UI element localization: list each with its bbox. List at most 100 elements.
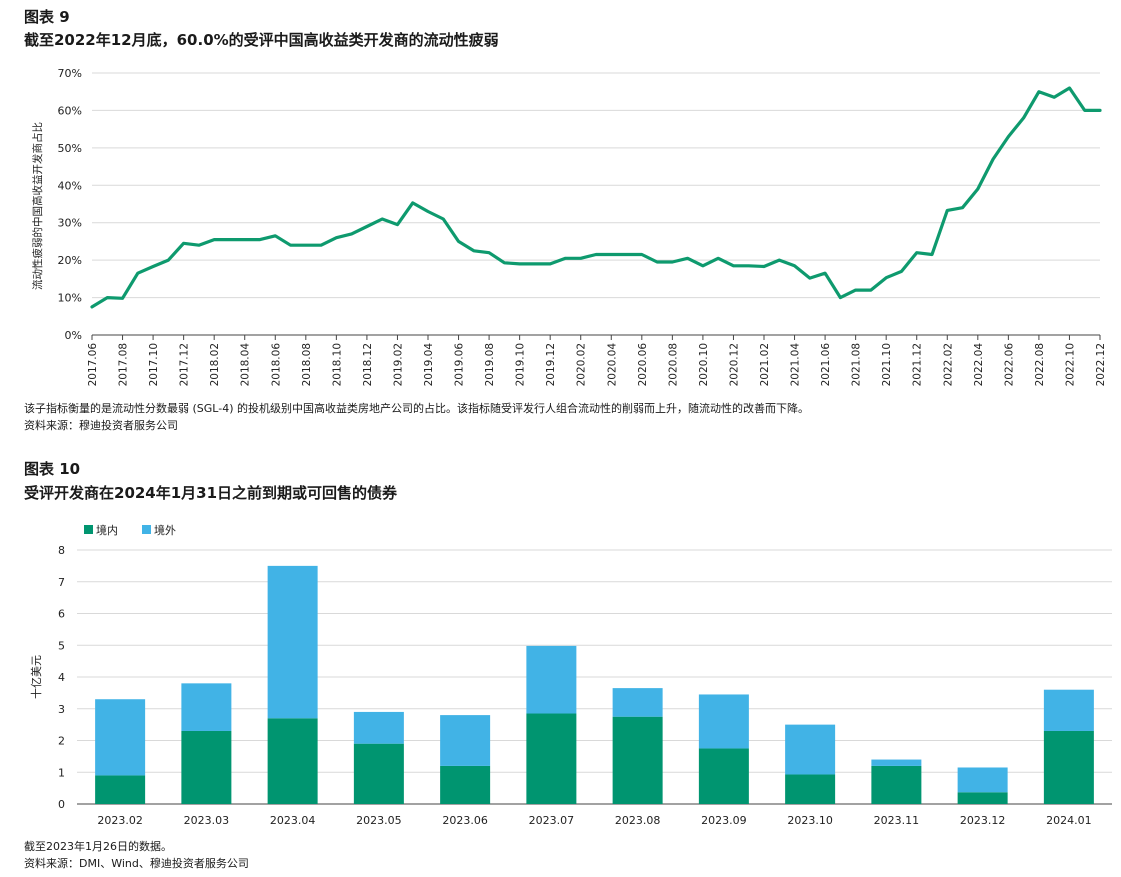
y-tick-label: 0%	[65, 329, 82, 342]
data-point	[992, 158, 994, 160]
data-point	[259, 238, 261, 241]
data-point	[152, 265, 154, 268]
data-point	[91, 306, 93, 308]
x-tick-label: 2020.06	[637, 343, 649, 387]
x-tick-label: 2023.11	[874, 814, 920, 827]
data-point	[305, 244, 307, 246]
data-point	[411, 202, 414, 204]
x-tick-label: 2024.01	[1046, 814, 1092, 827]
x-tick-label: 2019.02	[392, 343, 404, 386]
figure-9-label: 图表 9	[24, 8, 70, 26]
y-tick-label: 50%	[58, 142, 82, 155]
figure-10-title: 受评开发商在2024年1月31日之前到期或可回售的债券	[24, 484, 398, 502]
data-point	[243, 238, 246, 241]
data-point	[564, 257, 567, 260]
bar-offshore	[267, 565, 318, 719]
data-point	[961, 206, 964, 209]
x-tick-label: 2022.02	[942, 343, 954, 386]
x-tick-label: 2020.12	[728, 343, 740, 386]
bar-onshore	[957, 792, 1008, 804]
y-tick-label: 4	[58, 671, 65, 684]
data-point	[885, 276, 887, 279]
data-point	[396, 223, 399, 226]
bar-onshore	[1043, 730, 1094, 804]
x-tick-label: 2023.10	[787, 814, 833, 827]
x-tick-label: 2017.12	[179, 343, 191, 386]
x-tick-label: 2023.06	[442, 814, 488, 827]
y-tick-label: 30%	[58, 217, 82, 230]
bar-onshore	[95, 775, 146, 804]
x-tick-label: 2022.06	[1003, 343, 1015, 387]
data-point	[625, 253, 628, 256]
x-tick-label: 2022.10	[1064, 343, 1076, 386]
data-point	[228, 238, 231, 241]
data-point	[167, 259, 170, 261]
data-point	[198, 244, 200, 246]
data-point	[274, 235, 277, 237]
bar-onshore	[440, 765, 491, 804]
y-tick-label: 10%	[58, 292, 82, 305]
figure-9-title: 截至2022年12月底，60.0%的受评中国高收益类开发商的流动性疲弱	[24, 31, 499, 49]
x-tick-label: 2019.12	[545, 343, 557, 386]
data-point	[518, 263, 521, 265]
data-point	[931, 253, 933, 256]
data-point	[534, 263, 536, 265]
x-tick-label: 2020.02	[576, 343, 588, 386]
data-point	[121, 297, 124, 300]
bar-offshore	[95, 699, 146, 776]
x-tick-label: 2017.08	[118, 343, 130, 386]
data-point	[778, 259, 781, 261]
y-tick-label: 20%	[58, 254, 82, 267]
x-tick-label: 2017.10	[148, 343, 160, 386]
data-point	[839, 296, 842, 299]
bar-offshore	[1043, 689, 1094, 731]
bar-onshore	[181, 730, 232, 804]
x-tick-label: 2021.02	[759, 343, 771, 386]
x-tick-label: 2018.02	[209, 343, 221, 386]
data-point	[350, 233, 353, 235]
bar-offshore	[957, 767, 1008, 793]
x-tick-label: 2021.08	[851, 343, 863, 386]
x-tick-label: 2018.06	[270, 343, 282, 387]
data-point	[610, 253, 613, 256]
data-point	[137, 272, 139, 275]
data-point	[641, 253, 643, 256]
x-tick-label: 2021.04	[790, 343, 802, 387]
x-tick-label: 2018.08	[301, 343, 313, 386]
x-tick-label: 2022.08	[1034, 343, 1046, 386]
x-tick-label: 2023.12	[960, 814, 1006, 827]
x-tick-label: 2022.12	[1095, 343, 1107, 386]
data-point	[870, 289, 872, 291]
data-point	[182, 242, 185, 245]
x-tick-label: 2023.08	[615, 814, 661, 827]
x-tick-label: 2023.04	[270, 814, 316, 827]
legend-label-onshore: 境内	[96, 523, 118, 537]
x-tick-label: 2023.02	[97, 814, 143, 827]
x-tick-label: 2020.10	[698, 343, 710, 386]
y-tick-label: 60%	[58, 104, 82, 117]
x-tick-label: 2019.06	[454, 343, 466, 387]
bar-onshore	[612, 716, 663, 804]
x-tick-label: 2020.08	[667, 343, 679, 386]
data-point	[702, 264, 704, 267]
figure-10-label: 图表 10	[24, 460, 81, 478]
y-tick-label: 8	[58, 544, 65, 557]
y-axis-label: 流动性疲弱的中国高收益开发商占比	[31, 122, 44, 290]
legend-swatch-onshore	[84, 525, 93, 534]
y-tick-label: 6	[58, 608, 65, 621]
data-point	[854, 289, 857, 291]
x-tick-label: 2018.10	[331, 343, 343, 386]
data-point	[595, 253, 597, 256]
data-point	[320, 244, 322, 246]
y-axis-label: 十亿美元	[29, 655, 43, 699]
data-point	[335, 236, 338, 239]
data-point	[473, 249, 475, 252]
figure-9-source: 资料来源：穆迪投资者服务公司	[24, 419, 178, 432]
x-tick-label: 2023.03	[184, 814, 230, 827]
data-point	[1099, 109, 1101, 112]
x-tick-label: 2018.04	[240, 343, 252, 387]
data-point	[1083, 109, 1086, 112]
data-point	[427, 210, 429, 213]
data-point	[763, 265, 765, 268]
x-tick-label: 2023.05	[356, 814, 402, 827]
